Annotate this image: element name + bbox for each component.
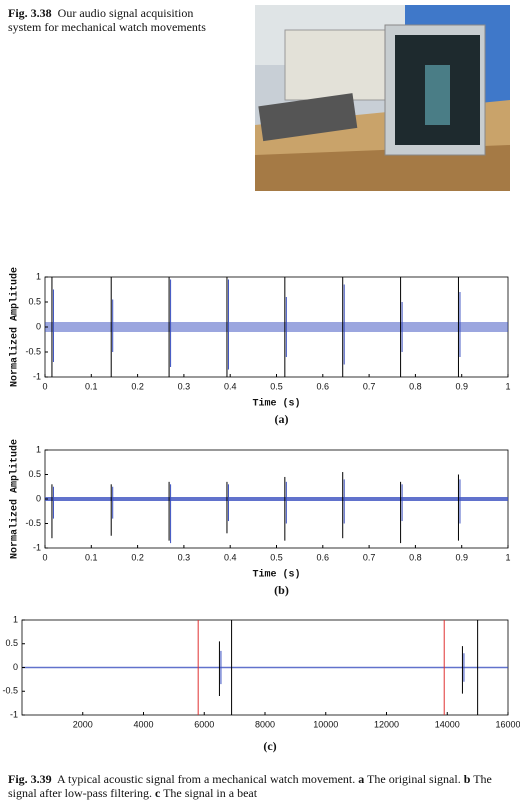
photo xyxy=(255,5,510,191)
caption-part-letter: b xyxy=(463,772,471,786)
x-tick-label: 1 xyxy=(505,381,510,391)
x-tick-label: 0.2 xyxy=(131,552,144,562)
caption-part-letter: c xyxy=(154,786,161,800)
x-tick-label: 0.8 xyxy=(409,381,422,391)
caption-label: Fig. 3.38 xyxy=(8,6,52,20)
x-tick-label: 14000 xyxy=(435,719,460,729)
y-tick-label: -1 xyxy=(33,371,41,381)
caption-part-text: The original signal. xyxy=(367,772,461,786)
x-tick-label: 0.5 xyxy=(270,381,283,391)
x-tick-label: 0.9 xyxy=(455,381,468,391)
x-tick-label: 0.3 xyxy=(178,552,191,562)
figure-plots: -1 -0.5 0 0.5 1 0 0.1 0.2 0.3 0.4 0.5 0.6 0.7 0.8 0.9 1… xyxy=(2,267,520,753)
y-tick-label: 0 xyxy=(13,662,18,672)
x-tick-label: 6000 xyxy=(194,719,214,729)
y-tick-label: -0.5 xyxy=(25,518,41,528)
y-tick-label: 0.5 xyxy=(28,469,41,479)
y-axis-label: Normalized Amplitude xyxy=(9,439,21,559)
x-tick-label: 0.3 xyxy=(178,381,191,391)
panel-label: (b) xyxy=(274,583,289,597)
x-tick-label: 0 xyxy=(42,381,47,391)
caption-label: Fig. 3.39 xyxy=(8,772,52,786)
x-tick-label: 0.1 xyxy=(85,552,98,562)
x-tick-label: 16000 xyxy=(495,719,520,729)
x-tick-label: 0.7 xyxy=(363,552,376,562)
x-axis-label: Time (s) xyxy=(252,398,300,410)
x-axis-label: Time (s) xyxy=(252,569,300,581)
x-tick-label: 0.6 xyxy=(317,552,330,562)
y-tick-label: -0.5 xyxy=(25,346,41,356)
x-tick-label: 10000 xyxy=(313,719,338,729)
x-tick-label: 0.6 xyxy=(317,381,330,391)
y-tick-label: 1 xyxy=(13,614,18,624)
x-tick-label: 0.5 xyxy=(270,552,283,562)
y-tick-label: 0.5 xyxy=(5,638,18,648)
x-tick-label: 0.1 xyxy=(85,381,98,391)
y-tick-label: -0.5 xyxy=(2,686,18,696)
y-tick-label: 1 xyxy=(36,444,41,454)
panel-label: (a) xyxy=(275,412,289,426)
x-tick-label: 0.7 xyxy=(363,381,376,391)
y-tick-label: -1 xyxy=(10,709,18,719)
caption-part-letter: a xyxy=(358,772,365,786)
x-tick-label: 0.4 xyxy=(224,381,237,391)
panel-label: (c) xyxy=(263,739,276,753)
caption-text: A typical acoustic signal from a mechani… xyxy=(57,772,356,786)
x-tick-label: 12000 xyxy=(374,719,399,729)
x-tick-label: 2000 xyxy=(73,719,93,729)
y-tick-label: 0.5 xyxy=(28,296,41,306)
x-tick-label: 0.4 xyxy=(224,552,237,562)
x-tick-label: 0 xyxy=(42,552,47,562)
y-tick-label: 0 xyxy=(36,493,41,503)
figure-caption: Fig. 3.38 Our audio signal acquisition s… xyxy=(8,6,228,34)
caption-text: Our audio signal acquisition system for … xyxy=(8,6,206,34)
x-tick-label: 4000 xyxy=(133,719,153,729)
x-tick-label: 1 xyxy=(505,552,510,562)
y-tick-label: -1 xyxy=(33,542,41,552)
caption-part-text: The signal after low-pass filtering. xyxy=(8,772,492,800)
x-tick-label: 8000 xyxy=(255,719,275,729)
y-axis-label: Normalized Amplitude xyxy=(9,267,21,387)
y-tick-label: 0 xyxy=(36,321,41,331)
x-tick-label: 0.9 xyxy=(455,552,468,562)
x-tick-label: 0.8 xyxy=(409,552,422,562)
caption-part-text: The signal in a beat xyxy=(163,786,258,800)
figure-caption: Fig. 3.39 A typical acoustic signal from… xyxy=(8,772,518,800)
x-tick-label: 0.2 xyxy=(131,381,144,391)
y-tick-label: 1 xyxy=(36,271,41,281)
